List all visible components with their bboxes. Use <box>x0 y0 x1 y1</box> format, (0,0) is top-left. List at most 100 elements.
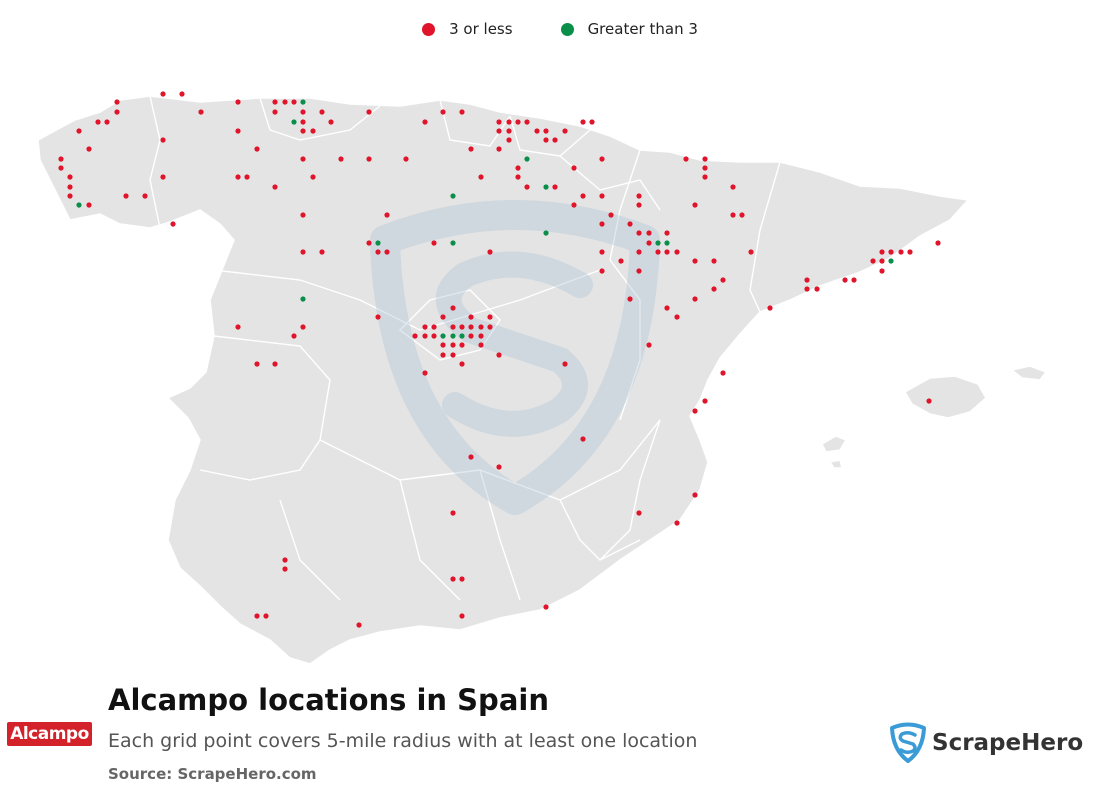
location-point-low <box>67 174 73 180</box>
location-point-low <box>506 137 512 143</box>
border-aragon-west <box>609 149 641 421</box>
location-point-high <box>524 156 530 162</box>
location-point-low <box>496 128 502 134</box>
map-area <box>37 91 1048 665</box>
location-point-low <box>235 324 241 330</box>
location-point-low <box>487 249 493 255</box>
location-point-low <box>431 333 437 339</box>
location-point-low <box>907 249 913 255</box>
location-point-low <box>599 221 605 227</box>
location-point-low <box>543 137 549 143</box>
location-point-low <box>702 174 708 180</box>
location-point-low <box>282 566 288 572</box>
location-point-low <box>254 361 260 367</box>
location-point-low <box>403 156 409 162</box>
location-point-low <box>730 184 736 190</box>
location-point-low <box>263 613 269 619</box>
location-point-low <box>552 184 558 190</box>
spain-map <box>37 91 1048 665</box>
location-point-low <box>515 165 521 171</box>
formentera <box>828 459 843 469</box>
location-point-low <box>338 156 344 162</box>
location-point-low <box>692 408 698 414</box>
legend: 3 or less Greater than 3 <box>0 20 1120 38</box>
location-point-low <box>67 184 73 190</box>
location-point-low <box>235 174 241 180</box>
scrapehero-logo-text: ScrapeHero <box>932 730 1084 756</box>
location-point-low <box>450 510 456 516</box>
location-point-low <box>319 249 325 255</box>
location-point-low <box>608 212 614 218</box>
location-point-low <box>310 174 316 180</box>
location-point-low <box>431 240 437 246</box>
legend-label-high: Greater than 3 <box>587 20 698 38</box>
border-basque <box>509 115 591 157</box>
location-point-low <box>300 109 306 115</box>
location-point-low <box>748 249 754 255</box>
location-point-low <box>356 622 362 628</box>
location-point-low <box>571 202 577 208</box>
region-borders <box>149 95 781 601</box>
location-point-low <box>160 174 166 180</box>
location-point-low <box>440 342 446 348</box>
location-point-low <box>562 361 568 367</box>
location-point-low <box>879 268 885 274</box>
location-point-low <box>86 146 92 152</box>
location-point-low <box>496 464 502 470</box>
border-catalonia <box>749 161 781 313</box>
location-point-low <box>328 119 334 125</box>
location-point-low <box>58 165 64 171</box>
location-point-low <box>487 314 493 320</box>
location-point-low <box>300 212 306 218</box>
location-point-low <box>702 156 708 162</box>
legend-swatch-high <box>560 22 574 36</box>
location-point-low <box>478 333 484 339</box>
alcampo-logo-text: Alcampo <box>10 724 89 744</box>
location-point-low <box>114 99 120 105</box>
border-galicia <box>149 95 161 229</box>
location-point-low <box>506 128 512 134</box>
location-point-low <box>711 286 717 292</box>
location-point-high <box>300 99 306 105</box>
location-point-low <box>879 258 885 264</box>
location-point-low <box>300 249 306 255</box>
location-point-low <box>487 324 493 330</box>
border-navarra-rioja <box>559 155 661 211</box>
location-point-low <box>160 137 166 143</box>
location-point-high <box>291 119 297 125</box>
location-point-low <box>235 128 241 134</box>
location-point-low <box>683 156 689 162</box>
location-point-low <box>664 249 670 255</box>
location-point-high <box>664 240 670 246</box>
legend-item-low: 3 or less <box>422 20 513 38</box>
location-point-low <box>170 221 176 227</box>
location-point-low <box>450 576 456 582</box>
location-point-low <box>589 119 595 125</box>
location-point-low <box>459 109 465 115</box>
location-point-low <box>459 361 465 367</box>
location-point-low <box>636 268 642 274</box>
location-point-high <box>76 202 82 208</box>
legend-item-high: Greater than 3 <box>560 20 698 38</box>
location-point-low <box>300 156 306 162</box>
location-point-low <box>459 613 465 619</box>
location-point-low <box>804 286 810 292</box>
location-point-low <box>440 314 446 320</box>
location-point-low <box>272 99 278 105</box>
border-valencia <box>599 419 661 561</box>
location-point-low <box>580 436 586 442</box>
border-asturias <box>259 97 381 141</box>
location-point-low <box>767 305 773 311</box>
location-point-low <box>459 576 465 582</box>
location-point-low <box>496 119 502 125</box>
location-point-low <box>282 99 288 105</box>
location-point-low <box>674 520 680 526</box>
location-point-low <box>76 128 82 134</box>
location-point-low <box>879 249 885 255</box>
location-point-low <box>599 156 605 162</box>
location-point-low <box>870 258 876 264</box>
location-point-low <box>636 193 642 199</box>
location-point-low <box>254 146 260 152</box>
location-point-low <box>711 258 717 264</box>
location-point-low <box>450 342 456 348</box>
